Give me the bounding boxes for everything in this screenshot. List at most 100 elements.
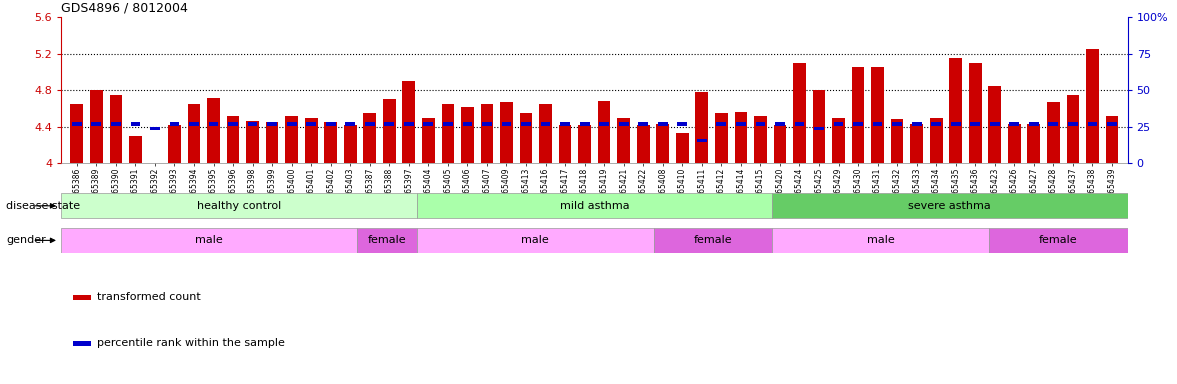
Bar	[637, 125, 650, 163]
Bar	[246, 121, 259, 163]
Bar	[247, 122, 258, 126]
Bar	[383, 99, 395, 163]
Bar	[598, 101, 611, 163]
Bar	[151, 127, 160, 130]
Bar	[287, 122, 297, 126]
Bar	[1108, 122, 1117, 126]
Text: male: male	[521, 235, 548, 245]
Bar	[599, 122, 609, 126]
Bar	[423, 118, 434, 163]
Bar	[638, 122, 649, 126]
Bar	[207, 98, 220, 163]
Bar	[72, 122, 81, 126]
Bar	[227, 116, 239, 163]
Bar	[480, 104, 493, 163]
Bar	[697, 139, 706, 142]
Text: severe asthma: severe asthma	[909, 201, 991, 211]
Bar	[325, 122, 337, 163]
Text: transformed count: transformed count	[97, 292, 200, 303]
Bar	[653, 228, 772, 253]
Bar	[891, 119, 904, 163]
Bar	[832, 118, 845, 163]
Bar	[714, 113, 727, 163]
Bar	[772, 228, 990, 253]
Bar	[559, 125, 572, 163]
Bar	[344, 125, 357, 163]
Text: percentile rank within the sample: percentile rank within the sample	[97, 338, 285, 349]
Bar	[129, 136, 141, 163]
Bar	[580, 122, 590, 126]
Bar	[990, 122, 999, 126]
Bar	[1105, 116, 1118, 163]
Bar	[1049, 122, 1058, 126]
Bar	[71, 104, 84, 163]
Bar	[793, 63, 806, 163]
Bar	[951, 122, 960, 126]
Text: disease state: disease state	[6, 201, 80, 211]
Bar	[404, 122, 414, 126]
Bar	[812, 90, 825, 163]
Bar	[463, 122, 472, 126]
Bar	[814, 127, 824, 130]
Bar	[1048, 102, 1059, 163]
Bar	[774, 122, 785, 126]
Bar	[208, 122, 219, 126]
Bar	[148, 163, 161, 168]
Bar	[853, 122, 863, 126]
Text: GDS4896 / 8012004: GDS4896 / 8012004	[61, 2, 188, 15]
Text: gender: gender	[6, 235, 46, 245]
Bar	[539, 104, 552, 163]
Bar	[168, 125, 181, 163]
Text: healthy control: healthy control	[197, 201, 281, 211]
Bar	[483, 122, 492, 126]
Bar	[1010, 122, 1019, 126]
Bar	[61, 228, 358, 253]
Bar	[852, 68, 864, 163]
Bar	[266, 122, 279, 163]
Bar	[345, 122, 355, 126]
Bar	[305, 118, 318, 163]
Bar	[385, 122, 394, 126]
Bar	[1068, 122, 1078, 126]
Bar	[990, 228, 1128, 253]
Bar	[364, 113, 377, 163]
Bar	[1029, 122, 1039, 126]
Bar	[326, 122, 335, 126]
Bar	[365, 122, 374, 126]
Bar	[658, 122, 667, 126]
Bar	[892, 122, 902, 126]
Bar	[734, 112, 747, 163]
Bar	[756, 122, 765, 126]
Bar	[61, 193, 417, 218]
Bar	[912, 122, 922, 126]
Bar	[772, 193, 1128, 218]
Bar	[189, 122, 199, 126]
Bar	[560, 122, 570, 126]
Bar	[676, 133, 689, 163]
Bar	[910, 124, 923, 163]
Bar	[833, 122, 844, 126]
Bar	[871, 68, 884, 163]
Bar	[1066, 95, 1079, 163]
Bar	[773, 125, 786, 163]
Bar	[228, 122, 238, 126]
Bar	[417, 193, 772, 218]
Bar	[417, 228, 653, 253]
Bar	[619, 122, 629, 126]
Bar	[424, 122, 433, 126]
Bar	[109, 95, 122, 163]
Bar	[1028, 124, 1040, 163]
Bar	[403, 81, 415, 163]
Bar	[358, 228, 417, 253]
Bar	[1086, 49, 1099, 163]
Bar	[969, 63, 982, 163]
Bar	[461, 107, 474, 163]
Bar	[92, 122, 101, 126]
Bar	[306, 122, 317, 126]
Bar	[950, 58, 962, 163]
Bar	[111, 122, 121, 126]
Bar	[267, 122, 277, 126]
Bar	[540, 122, 551, 126]
Bar	[578, 125, 591, 163]
Text: female: female	[1039, 235, 1078, 245]
